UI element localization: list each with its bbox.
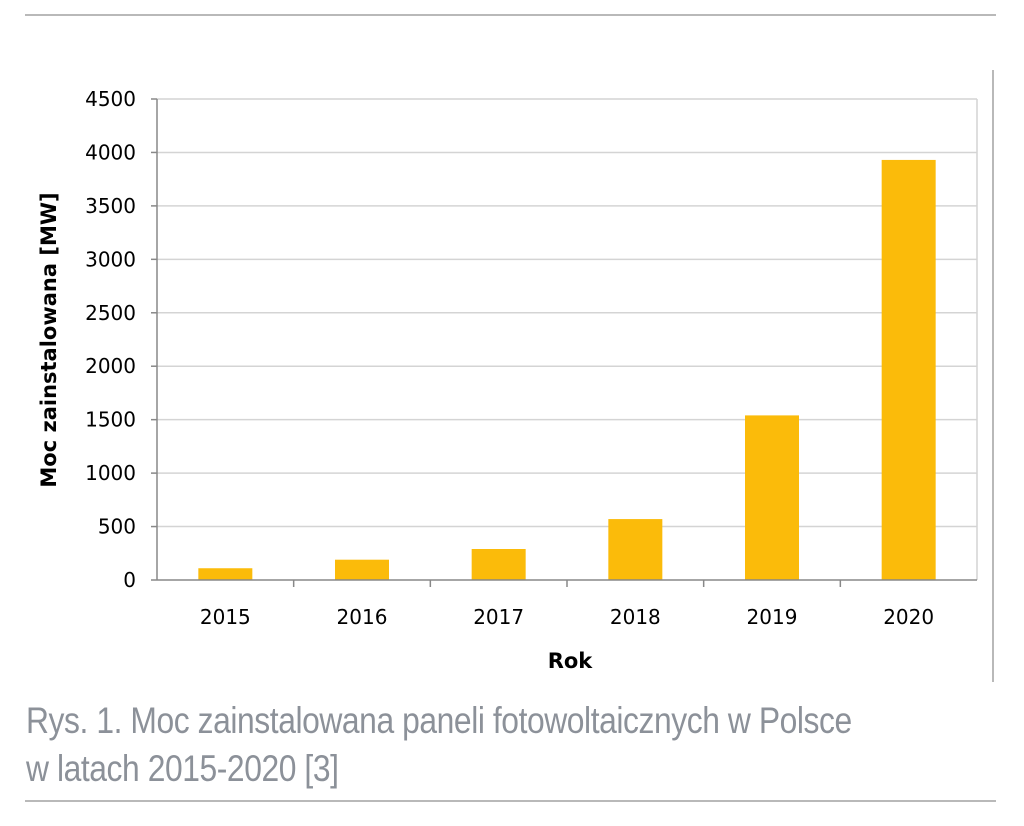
y-tick-label: 3000 [85,247,136,271]
y-tick-label: 4000 [85,140,136,164]
top-rule [25,14,996,16]
axes [156,99,977,581]
x-tick-label: 2015 [200,605,251,629]
bottom-rule [25,800,996,802]
x-tick-labels: 2015 2016 2017 2018 2019 2020 [200,580,934,629]
y-tick-label: 2000 [85,354,136,378]
y-tick-label: 0 [123,568,136,592]
caption-line-2: w latach 2015-2020 [3] [26,748,339,789]
x-tick-label: 2017 [473,605,524,629]
y-tick-label: 1500 [85,408,136,432]
y-tick-label: 500 [98,515,136,539]
grid [157,98,978,580]
figure-caption: Rys. 1. Moc zainstalowana paneli fotowol… [26,697,860,793]
y-tick-label: 1000 [85,461,136,485]
x-tick-label: 2018 [610,605,661,629]
bars [198,159,936,580]
y-tick-label: 4500 [85,87,136,111]
bar-2018 [608,519,663,580]
y-axis-label: Moc zainstalowana [MW] [37,192,61,487]
x-tick-label: 2019 [747,605,798,629]
y-tick-labels: 0 500 1000 1500 2000 2500 3000 3500 4000 4500 [85,87,157,592]
caption-line-1: Rys. 1. Moc zainstalowana paneli fotowol… [26,700,852,741]
bar-2015 [198,568,253,580]
right-border-line [992,70,994,682]
x-tick-label: 2016 [337,605,388,629]
bar-2019 [745,415,799,580]
bar-2017 [471,549,526,580]
bar-2016 [335,559,389,580]
x-tick-label: 2020 [883,605,934,629]
y-tick-label: 2500 [85,301,136,325]
x-axis-label: Rok [548,649,594,673]
bar-2020 [881,159,936,580]
y-tick-label: 3500 [85,194,136,218]
bar-chart: 0 500 1000 1500 2000 2500 3000 3500 4000 4500 201… [37,87,978,673]
